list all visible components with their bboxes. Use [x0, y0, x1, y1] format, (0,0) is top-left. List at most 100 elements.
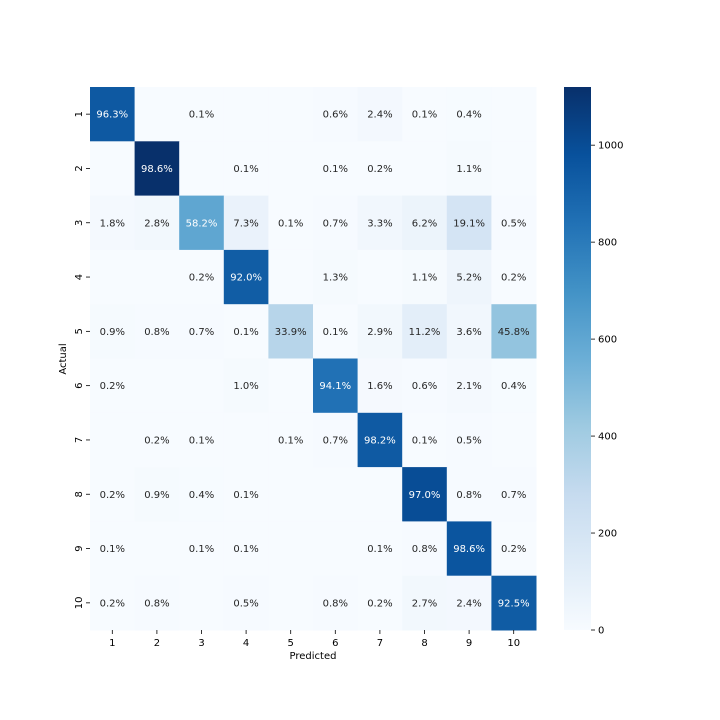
cell-label-r5-c7: 2.9% — [367, 327, 392, 338]
colorbar-tick-label-400: 400 — [598, 432, 617, 443]
cell-label-r3-c6: 0.7% — [323, 218, 348, 229]
y-tick-label-8: 8 — [74, 491, 85, 497]
heatmap-cell-r7-c4 — [223, 412, 269, 468]
heatmap-cell-r6-c6 — [313, 358, 359, 414]
cell-label-r1-c9: 0.4% — [456, 110, 481, 121]
cell-label-r6-c9: 2.1% — [456, 381, 481, 392]
heatmap-cell-r2-c3 — [179, 141, 225, 197]
cell-label-r8-c1: 0.2% — [100, 490, 125, 501]
heatmap-cell-r2-c7 — [357, 141, 403, 197]
cell-label-r5-c4: 0.1% — [233, 327, 258, 338]
heatmap-cell-r1-c3 — [179, 87, 225, 142]
heatmap-cell-r3-c2 — [134, 195, 180, 251]
cell-label-r5-c2: 0.8% — [144, 327, 169, 338]
x-axis-label: Predicted — [290, 651, 337, 662]
heatmap-cells — [90, 87, 537, 631]
x-tick-label-5: 5 — [288, 638, 294, 649]
heatmap-cell-r3-c8 — [402, 195, 448, 251]
cell-label-r6-c8: 0.6% — [412, 381, 437, 392]
heatmap-cell-r8-c10 — [491, 467, 537, 522]
heatmap-cell-r6-c1 — [90, 358, 136, 414]
heatmap-cell-r5-c8 — [402, 304, 448, 359]
heatmap-cell-r1-c5 — [268, 87, 314, 142]
cell-label-r4-c8: 1.1% — [412, 273, 437, 284]
cell-label-r10-c1: 0.2% — [100, 598, 125, 609]
cell-label-r10-c4: 0.5% — [233, 598, 258, 609]
x-tick-label-8: 8 — [421, 638, 427, 649]
cell-label-r3-c2: 2.8% — [144, 218, 169, 229]
cell-label-r5-c6: 0.1% — [323, 327, 348, 338]
heatmap-cell-r7-c5 — [268, 412, 314, 468]
heatmap-cell-r6-c3 — [179, 358, 225, 414]
heatmap-cell-r5-c3 — [179, 304, 225, 359]
cell-label-r10-c6: 0.8% — [323, 598, 348, 609]
heatmap-cell-r4-c8 — [402, 249, 448, 305]
heatmap-cell-r1-c10 — [491, 87, 537, 142]
colorbar-tick-label-0: 0 — [598, 626, 604, 637]
heatmap-cell-r10-c9 — [446, 575, 492, 631]
cell-label-r9-c4: 0.1% — [233, 544, 258, 555]
colorbar-tick-label-600: 600 — [598, 335, 617, 346]
y-tick-label-10: 10 — [74, 596, 85, 609]
heatmap-cell-r3-c6 — [313, 195, 359, 251]
cell-label-r2-c7: 0.2% — [367, 164, 392, 175]
heatmap-cell-r10-c3 — [179, 575, 225, 631]
cell-label-r5-c1: 0.9% — [100, 327, 125, 338]
heatmap-cell-r8-c2 — [134, 467, 180, 522]
cell-label-r2-c4: 0.1% — [233, 164, 258, 175]
heatmap-cell-r10-c1 — [90, 575, 136, 631]
cell-label-r4-c6: 1.3% — [323, 273, 348, 284]
heatmap-cell-r10-c4 — [223, 575, 269, 631]
y-tick-label-7: 7 — [74, 437, 85, 443]
heatmap-cell-r4-c3 — [179, 249, 225, 305]
colorbar-tick-label-200: 200 — [598, 529, 617, 540]
cell-label-r1-c7: 2.4% — [367, 110, 392, 121]
heatmap-cell-r8-c4 — [223, 467, 269, 522]
heatmap-cell-r6-c2 — [134, 358, 180, 414]
heatmap-cell-r3-c10 — [491, 195, 537, 251]
cell-label-r5-c10: 45.8% — [498, 327, 530, 338]
heatmap-cell-r5-c5 — [268, 304, 314, 359]
heatmap-cell-r7-c2 — [134, 412, 180, 468]
heatmap-cell-r4-c7 — [357, 249, 403, 305]
heatmap-cell-r2-c6 — [313, 141, 359, 197]
cell-label-r6-c4: 1.0% — [233, 381, 258, 392]
heatmap-cell-r9-c7 — [357, 521, 403, 577]
heatmap-cell-r9-c1 — [90, 521, 136, 577]
colorbar — [564, 87, 591, 630]
cell-label-r10-c9: 2.4% — [456, 598, 481, 609]
cell-label-r4-c3: 0.2% — [189, 273, 214, 284]
heatmap-cell-r5-c10 — [491, 304, 537, 359]
cell-label-r7-c8: 0.1% — [412, 435, 437, 446]
cell-label-r6-c6: 94.1% — [319, 381, 351, 392]
x-tick-label-4: 4 — [243, 638, 249, 649]
heatmap-cell-r9-c6 — [313, 521, 359, 577]
cell-label-r3-c8: 6.2% — [412, 218, 437, 229]
x-axis-ticks: 1 2 3 4 5 6 7 8 9 10 — [109, 630, 520, 649]
x-tick-label-9: 9 — [466, 638, 472, 649]
heatmap-cell-r7-c8 — [402, 412, 448, 468]
heatmap-cell-r5-c1 — [90, 304, 136, 359]
x-tick-label-10: 10 — [507, 638, 520, 649]
cell-label-r8-c2: 0.9% — [144, 490, 169, 501]
cell-label-r7-c6: 0.7% — [323, 435, 348, 446]
cell-label-r8-c3: 0.4% — [189, 490, 214, 501]
cell-label-r8-c9: 0.8% — [456, 490, 481, 501]
heatmap-cell-r6-c9 — [446, 358, 492, 414]
heatmap-cell-r5-c7 — [357, 304, 403, 359]
y-tick-label-2: 2 — [74, 165, 85, 171]
heatmap-cell-r6-c4 — [223, 358, 269, 414]
heatmap-cell-r8-c8 — [402, 467, 448, 522]
heatmap-cell-r4-c5 — [268, 249, 314, 305]
heatmap-cell-r1-c8 — [402, 87, 448, 142]
cell-label-r1-c1: 96.3% — [96, 110, 128, 121]
heatmap-cell-r6-c8 — [402, 358, 448, 414]
cell-label-r3-c3: 58.2% — [186, 218, 218, 229]
heatmap-cell-r6-c7 — [357, 358, 403, 414]
heatmap-cell-r10-c8 — [402, 575, 448, 631]
cell-label-r9-c3: 0.1% — [189, 544, 214, 555]
y-tick-label-6: 6 — [74, 382, 85, 388]
cell-label-r5-c3: 0.7% — [189, 327, 214, 338]
y-tick-label-9: 9 — [74, 545, 85, 551]
heatmap-cell-r2-c2 — [134, 141, 180, 197]
